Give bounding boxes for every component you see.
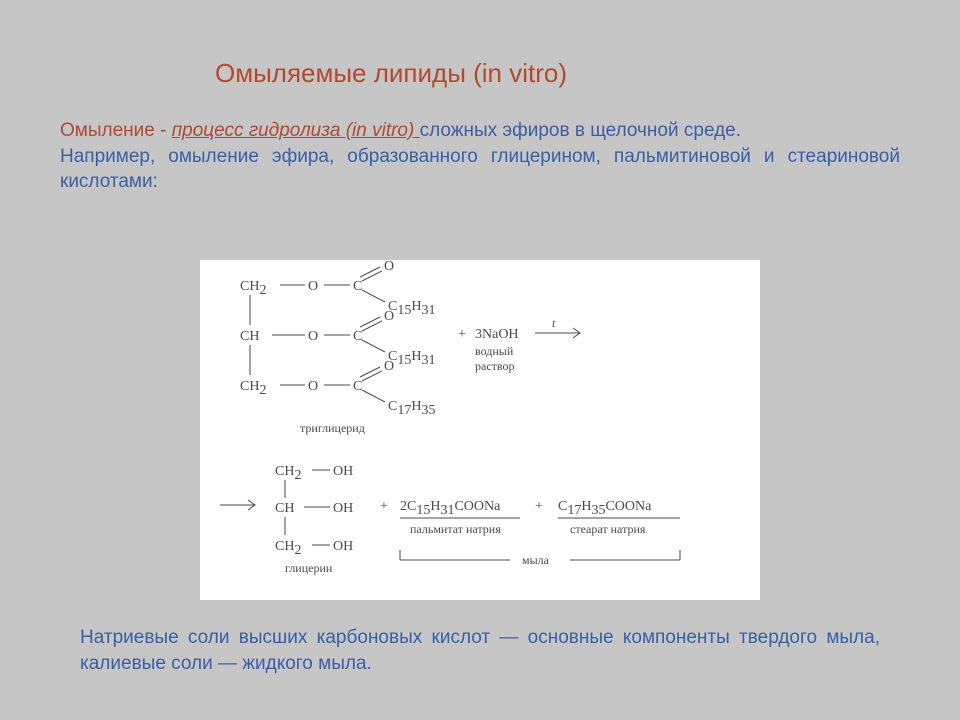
svg-text:C15H31: C15H31	[388, 299, 435, 318]
svg-text:OH: OH	[333, 539, 353, 554]
bottom-text: Натриевые соли высших карбоновых кислот …	[80, 625, 880, 676]
svg-text:O: O	[384, 359, 394, 374]
svg-text:OH: OH	[333, 501, 353, 516]
svg-text:CH: CH	[275, 501, 294, 516]
svg-text:раствор: раствор	[475, 359, 514, 373]
svg-text:O: O	[308, 379, 318, 394]
glycerol-structure: CH2 OH CH OH CH2 OH глицерин	[275, 464, 353, 575]
svg-text:C: C	[353, 379, 362, 394]
svg-text:+: +	[458, 327, 466, 342]
svg-text:глицерин: глицерин	[285, 561, 333, 575]
triglyceride-structure: CH2 O C O C15H31 CH O C	[240, 260, 435, 435]
svg-text:2C15H31COONa: 2C15H31COONa	[400, 499, 501, 518]
intro-red-prefix: Омыление -	[60, 120, 172, 141]
svg-text:CH2: CH2	[240, 379, 266, 398]
svg-text:CH2: CH2	[275, 464, 301, 483]
svg-text:водный: водный	[475, 344, 514, 358]
svg-text:стеарат натрия: стеарат натрия	[570, 522, 646, 536]
svg-text:CH2: CH2	[275, 539, 301, 558]
svg-text:3NaOH: 3NaOH	[475, 327, 519, 342]
svg-text:O: O	[384, 309, 394, 324]
intro-line2: Например, омыление эфира, образованного …	[60, 146, 900, 193]
slide-title: Омыляемые липиды (in vitro)	[215, 58, 567, 89]
svg-text:O: O	[308, 279, 318, 294]
svg-text:C: C	[353, 329, 362, 344]
svg-text:C15H31: C15H31	[388, 349, 435, 368]
svg-text:O: O	[308, 329, 318, 344]
intro-underlined: процесс гидролиза (in vitro)	[172, 120, 420, 141]
svg-text:триглицерид: триглицерид	[300, 421, 365, 435]
svg-text:CH: CH	[240, 329, 259, 344]
svg-text:t: t	[552, 316, 556, 330]
slide: Омыляемые липиды (in vitro) Омыление - п…	[0, 0, 960, 720]
svg-text:+: +	[380, 499, 388, 514]
reaction-diagram: CH2 O C O C15H31 CH O C	[200, 260, 760, 600]
intro-blue-suffix: сложных эфиров в щелочной среде.	[420, 120, 741, 141]
svg-text:C: C	[353, 279, 362, 294]
svg-text:пальмитат натрия: пальмитат натрия	[410, 522, 501, 536]
svg-text:O: O	[384, 260, 394, 274]
svg-text:CH2: CH2	[240, 279, 266, 298]
svg-text:OH: OH	[333, 464, 353, 479]
svg-text:C17H35COONa: C17H35COONa	[558, 499, 652, 518]
svg-text:мыла: мыла	[522, 553, 550, 567]
svg-text:+: +	[535, 499, 543, 514]
intro-text: Омыление - процесс гидролиза (in vitro) …	[60, 118, 900, 195]
svg-text:C17H35: C17H35	[388, 399, 435, 418]
